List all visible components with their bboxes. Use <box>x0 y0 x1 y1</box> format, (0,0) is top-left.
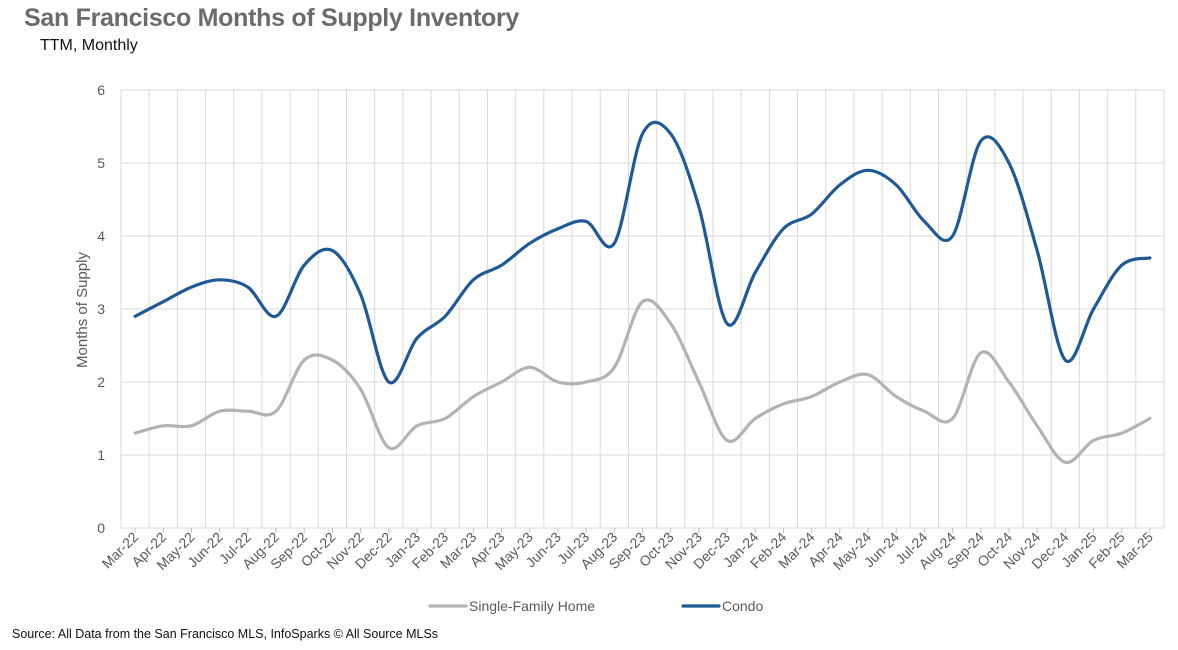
series-lines <box>133 120 1152 464</box>
y-tick-label: 1 <box>97 447 105 463</box>
y-axis-label: Months of Supply <box>74 252 91 368</box>
y-tick-label: 5 <box>97 155 105 171</box>
series-line-single-family-home <box>133 298 1152 464</box>
y-tick-label: 6 <box>97 82 105 98</box>
source-note: Source: All Data from the San Francisco … <box>12 627 439 641</box>
x-axis-ticks: Mar-22Apr-22May-22Jun-22Jul-22Aug-22Sep-… <box>99 529 1157 573</box>
y-tick-label: 2 <box>97 374 105 390</box>
legend-label-single-family-home: Single-Family Home <box>469 598 595 614</box>
chart-title: San Francisco Months of Supply Inventory <box>24 4 520 32</box>
y-tick-label: 0 <box>97 520 105 536</box>
series-line-condo <box>133 120 1152 385</box>
y-tick-label: 4 <box>97 228 105 244</box>
legend: Single-Family Home Condo <box>428 598 763 614</box>
line-chart: 0 1 2 3 4 5 6 Mar-22Apr-22May-22Jun-22Jul-22Au… <box>74 82 1165 614</box>
y-axis-ticks: 0 1 2 3 4 5 6 <box>97 82 105 536</box>
grid-lines <box>120 89 1165 533</box>
legend-label-condo: Condo <box>722 598 763 614</box>
y-tick-label: 3 <box>97 301 105 317</box>
chart-subtitle: TTM, Monthly <box>40 37 138 54</box>
